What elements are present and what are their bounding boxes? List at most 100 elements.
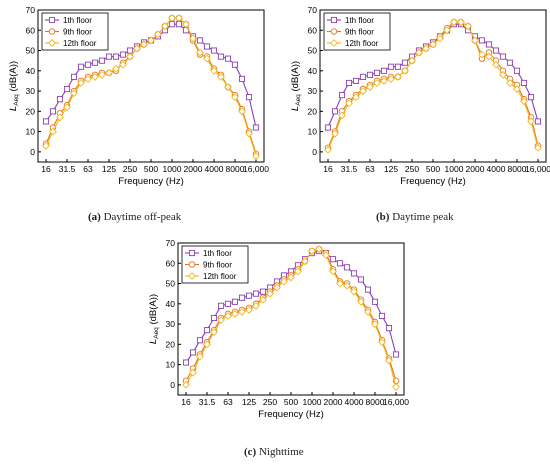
data-point bbox=[147, 36, 155, 45]
data-point bbox=[245, 292, 253, 299]
y-tick-label: 10 bbox=[26, 127, 36, 137]
data-point bbox=[315, 245, 323, 254]
chart-panel-b: 0 10 20 30 40 50 60 70 16 31.5 63 125 250 500 1000 2000… bbox=[290, 5, 550, 187]
data-point bbox=[324, 124, 332, 131]
data-point bbox=[168, 14, 176, 23]
data-point bbox=[336, 279, 344, 288]
data-point bbox=[371, 320, 379, 329]
data-point bbox=[301, 257, 309, 266]
data-point bbox=[364, 307, 372, 316]
x-tick-label: 2000 bbox=[184, 164, 203, 174]
data-point bbox=[231, 298, 239, 305]
legend-marker bbox=[48, 28, 56, 35]
data-point bbox=[112, 53, 120, 60]
data-point bbox=[336, 260, 344, 267]
legend-label: 12th floor bbox=[63, 39, 97, 48]
y-tick-label: 0 bbox=[312, 147, 317, 157]
data-point bbox=[245, 94, 253, 101]
data-point bbox=[175, 14, 183, 23]
data-point bbox=[182, 380, 190, 389]
data-point bbox=[350, 270, 358, 277]
data-point bbox=[203, 43, 211, 50]
y-tick-label: 50 bbox=[26, 46, 36, 56]
data-point bbox=[203, 340, 211, 349]
caption-b: (b) Daytime peak bbox=[376, 211, 454, 223]
legend-label: 1th floor bbox=[345, 16, 374, 25]
data-point bbox=[238, 75, 246, 82]
data-point bbox=[359, 73, 367, 80]
caption-a: (a) Daytime off-peak bbox=[88, 211, 182, 223]
data-point bbox=[224, 300, 232, 307]
x-tick-label: 4000 bbox=[487, 164, 506, 174]
data-point bbox=[217, 302, 225, 309]
data-point bbox=[84, 61, 92, 68]
data-point bbox=[42, 118, 50, 125]
data-point bbox=[352, 77, 360, 84]
data-point bbox=[84, 74, 92, 83]
data-point bbox=[77, 63, 85, 70]
data-point bbox=[385, 325, 393, 332]
chart-panel-a: 0 10 20 30 40 50 60 70 16 31.5 63 125 250 500 1000 2000… bbox=[8, 5, 269, 187]
data-point bbox=[499, 70, 507, 79]
data-point bbox=[231, 93, 239, 102]
data-point bbox=[331, 129, 339, 138]
x-tick-label: 16,000 bbox=[243, 164, 269, 174]
data-point bbox=[506, 59, 514, 66]
data-point bbox=[189, 349, 197, 356]
data-point bbox=[252, 124, 260, 131]
data-point bbox=[373, 79, 381, 87]
data-point bbox=[217, 316, 225, 324]
data-point bbox=[359, 87, 367, 96]
data-point bbox=[210, 314, 218, 322]
x-tick-label: 4000 bbox=[345, 397, 364, 407]
x-tick-label: 63 bbox=[83, 164, 93, 174]
data-point bbox=[203, 327, 211, 334]
y-tick-label: 30 bbox=[308, 86, 318, 96]
data-point bbox=[485, 41, 493, 48]
x-tick-label: 250 bbox=[263, 397, 277, 407]
data-point bbox=[329, 256, 337, 263]
data-point bbox=[352, 93, 360, 102]
data-point bbox=[422, 44, 430, 53]
y-axis-label: LAeq (dB(A)) bbox=[290, 61, 302, 111]
y-tick-label: 20 bbox=[308, 106, 318, 116]
data-point bbox=[238, 107, 246, 116]
legend-marker bbox=[48, 16, 56, 24]
data-point bbox=[63, 103, 71, 112]
data-point bbox=[343, 281, 351, 290]
data-point bbox=[385, 356, 393, 365]
data-point bbox=[259, 295, 267, 304]
x-tick-label: 31.5 bbox=[59, 164, 76, 174]
data-point bbox=[196, 352, 204, 361]
y-tick-label: 50 bbox=[166, 279, 176, 289]
data-point bbox=[210, 66, 218, 75]
data-point bbox=[534, 118, 542, 125]
data-point bbox=[506, 79, 514, 87]
x-tick-label: 31.5 bbox=[341, 164, 358, 174]
x-tick-label: 2000 bbox=[466, 164, 485, 174]
data-point bbox=[245, 129, 253, 138]
data-point bbox=[329, 267, 337, 276]
y-tick-label: 30 bbox=[166, 319, 176, 329]
data-point bbox=[392, 351, 400, 358]
data-point bbox=[471, 36, 479, 45]
data-point bbox=[112, 64, 120, 73]
data-point bbox=[189, 34, 197, 43]
data-point bbox=[457, 18, 465, 27]
data-point bbox=[224, 55, 232, 62]
data-point bbox=[126, 47, 134, 54]
legend-marker bbox=[188, 261, 196, 268]
x-axis-label: Frequency (Hz) bbox=[400, 176, 465, 187]
data-point bbox=[70, 73, 78, 80]
data-point bbox=[387, 74, 395, 83]
data-point bbox=[401, 66, 409, 75]
data-point bbox=[119, 60, 127, 69]
data-point bbox=[238, 307, 246, 316]
x-tick-label: 16 bbox=[323, 164, 333, 174]
x-axis-label: Frequency (Hz) bbox=[118, 176, 183, 187]
data-point bbox=[308, 247, 316, 256]
y-tick-label: 30 bbox=[26, 86, 36, 96]
y-tick-label: 10 bbox=[166, 360, 176, 370]
data-point bbox=[98, 70, 106, 79]
